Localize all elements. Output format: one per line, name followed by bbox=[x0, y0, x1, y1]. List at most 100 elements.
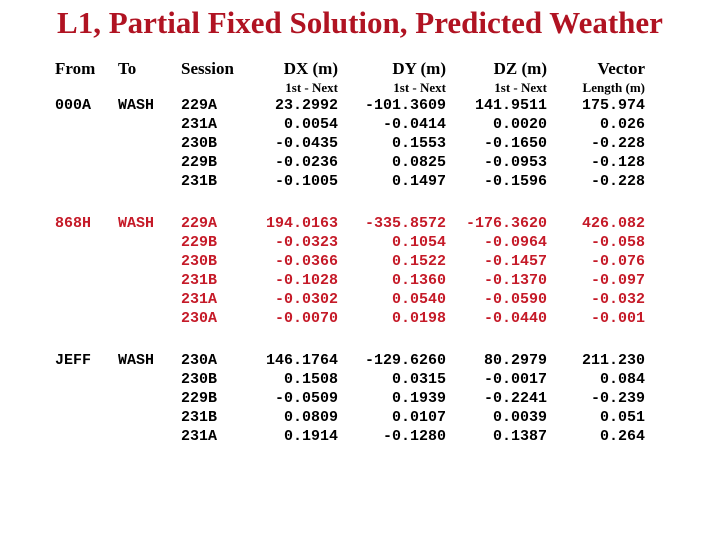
cell-from bbox=[55, 370, 118, 389]
cell-dz: -0.0440 bbox=[483, 310, 547, 327]
cell-to: WASH bbox=[118, 215, 155, 232]
cell-vector: 0.264 bbox=[599, 428, 645, 445]
col-subheader-from bbox=[55, 80, 118, 96]
cell-dy: 0.1360 bbox=[391, 272, 446, 289]
cell-dx: 0.0809 bbox=[283, 409, 338, 426]
col-header-dz: DZ (m) bbox=[493, 59, 547, 78]
cell-dz: -0.0953 bbox=[483, 154, 547, 171]
cell-dz: 80.2979 bbox=[483, 352, 547, 369]
cell-dz: 141.9511 bbox=[474, 97, 547, 114]
cell-dx: 23.2992 bbox=[274, 97, 338, 114]
table-row: 230B -0.0435 0.1553 -0.1650 -0.228 bbox=[55, 134, 645, 153]
cell-dx: -0.0323 bbox=[274, 234, 338, 251]
cell-dx: -0.0070 bbox=[274, 310, 338, 327]
cell-dx: -0.0366 bbox=[274, 253, 338, 270]
cell-to bbox=[118, 370, 181, 389]
cell-dx: -0.1028 bbox=[274, 272, 338, 289]
cell-dy: 0.0825 bbox=[391, 154, 446, 171]
group-gap-cell bbox=[55, 191, 645, 214]
cell-from bbox=[55, 115, 118, 134]
group-gap-cell bbox=[55, 328, 645, 351]
col-header-dy: DY (m) bbox=[392, 59, 446, 78]
table-row: 229B -0.0236 0.0825 -0.0953 -0.128 bbox=[55, 153, 645, 172]
cell-session: 229B bbox=[181, 390, 218, 407]
table-row: 868H WASH 229A 194.0163 -335.8572 -176.3620 42… bbox=[55, 214, 645, 233]
cell-dy: -101.3609 bbox=[364, 97, 446, 114]
cell-from bbox=[55, 427, 118, 446]
cell-dy: -129.6260 bbox=[364, 352, 446, 369]
cell-session: 229A bbox=[181, 215, 218, 232]
group-gap bbox=[55, 191, 645, 214]
col-header-dx: DX (m) bbox=[283, 59, 338, 78]
cell-dy: 0.0198 bbox=[391, 310, 446, 327]
cell-vector: -0.228 bbox=[590, 173, 645, 190]
cell-from bbox=[55, 153, 118, 172]
cell-dy: 0.0540 bbox=[391, 291, 446, 308]
cell-dx: 194.0163 bbox=[265, 215, 338, 232]
cell-from bbox=[55, 290, 118, 309]
cell-session: 229A bbox=[181, 97, 218, 114]
cell-to bbox=[118, 153, 181, 172]
header-row-sub: 1st - Next 1st - Next 1st - Next Length … bbox=[55, 80, 645, 96]
cell-to bbox=[118, 271, 181, 290]
cell-dz: -0.1457 bbox=[483, 253, 547, 270]
cell-session: 230A bbox=[181, 352, 218, 369]
table-row: 231A 0.1914 -0.1280 0.1387 0.264 bbox=[55, 427, 645, 446]
cell-dx: 0.1508 bbox=[283, 371, 338, 388]
col-subheader-vector: Length (m) bbox=[582, 80, 645, 95]
cell-session: 231B bbox=[181, 409, 218, 426]
cell-to bbox=[118, 134, 181, 153]
cell-to bbox=[118, 233, 181, 252]
cell-vector: -0.001 bbox=[590, 310, 645, 327]
col-subheader-to bbox=[118, 80, 181, 96]
cell-vector: 175.974 bbox=[581, 97, 645, 114]
cell-dy: -0.1280 bbox=[382, 428, 446, 445]
cell-vector: 211.230 bbox=[581, 352, 645, 369]
table-body: 000A WASH 229A 23.2992 -101.3609 141.9511 175.… bbox=[55, 96, 645, 446]
cell-from: 000A bbox=[55, 97, 92, 114]
table-row: 000A WASH 229A 23.2992 -101.3609 141.9511 175.… bbox=[55, 96, 645, 115]
cell-vector: -0.076 bbox=[590, 253, 645, 270]
table-row: JEFF WASH 230A 146.1764 -129.6260 80.2979 211.… bbox=[55, 351, 645, 370]
cell-to bbox=[118, 408, 181, 427]
cell-dx: -0.1005 bbox=[274, 173, 338, 190]
col-header-session: Session bbox=[181, 59, 234, 78]
table-row: 229B -0.0323 0.1054 -0.0964 -0.058 bbox=[55, 233, 645, 252]
col-header-vector: Vector bbox=[597, 59, 645, 78]
cell-session: 230A bbox=[181, 310, 218, 327]
cell-vector: 426.082 bbox=[581, 215, 645, 232]
cell-dz: -0.0017 bbox=[483, 371, 547, 388]
cell-session: 231B bbox=[181, 272, 218, 289]
cell-dz: -0.0964 bbox=[483, 234, 547, 251]
cell-dz: -0.2241 bbox=[483, 390, 547, 407]
cell-session: 230B bbox=[181, 135, 218, 152]
table-row: 230A -0.0070 0.0198 -0.0440 -0.001 bbox=[55, 309, 645, 328]
table-row: 231B -0.1005 0.1497 -0.1596 -0.228 bbox=[55, 172, 645, 191]
cell-from: JEFF bbox=[55, 352, 92, 369]
cell-dy: 0.0107 bbox=[391, 409, 446, 426]
cell-from bbox=[55, 134, 118, 153]
cell-dy: 0.1522 bbox=[391, 253, 446, 270]
cell-dx: -0.0435 bbox=[274, 135, 338, 152]
cell-dz: -0.1370 bbox=[483, 272, 547, 289]
cell-vector: 0.051 bbox=[599, 409, 645, 426]
col-header-to: To bbox=[118, 59, 137, 78]
cell-session: 229B bbox=[181, 154, 218, 171]
cell-vector: -0.128 bbox=[590, 154, 645, 171]
cell-session: 231A bbox=[181, 291, 218, 308]
cell-dz: 0.0020 bbox=[492, 116, 547, 133]
solution-table: From To Session DX (m) DY (m) DZ (m) Vec… bbox=[55, 58, 645, 446]
cell-to bbox=[118, 427, 181, 446]
cell-dx: 0.1914 bbox=[283, 428, 338, 445]
col-subheader-dx: 1st - Next bbox=[285, 80, 338, 95]
cell-to bbox=[118, 252, 181, 271]
cell-dz: -0.0590 bbox=[483, 291, 547, 308]
table-row: 230B -0.0366 0.1522 -0.1457 -0.076 bbox=[55, 252, 645, 271]
cell-dz: -0.1596 bbox=[483, 173, 547, 190]
table-row: 230B 0.1508 0.0315 -0.0017 0.084 bbox=[55, 370, 645, 389]
cell-vector: -0.239 bbox=[590, 390, 645, 407]
cell-from bbox=[55, 252, 118, 271]
cell-vector: -0.228 bbox=[590, 135, 645, 152]
group-gap bbox=[55, 328, 645, 351]
